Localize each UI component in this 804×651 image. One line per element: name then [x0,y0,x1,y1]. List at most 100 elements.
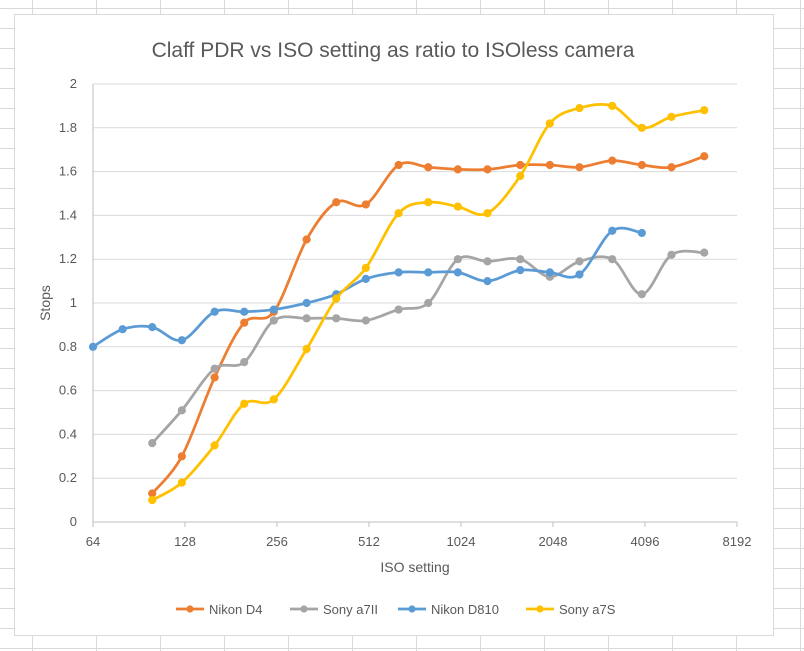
data-point[interactable] [240,318,249,327]
x-tick-label: 512 [358,534,380,549]
data-point[interactable] [516,160,525,170]
series-line-nikon-d810[interactable] [91,226,644,349]
data-point[interactable] [575,103,584,113]
data-point[interactable] [608,255,617,264]
data-point[interactable] [302,235,311,244]
y-tick-label: 0 [70,514,77,529]
data-point[interactable] [453,165,462,174]
data-point[interactable] [575,257,584,266]
data-point[interactable] [148,496,157,505]
data-point[interactable] [667,112,676,121]
x-tick-label: 1024 [447,534,476,549]
data-point[interactable] [700,152,709,161]
data-point[interactable] [608,101,617,111]
data-point[interactable] [545,268,554,277]
series-group [88,101,709,505]
legend: Nikon D4 Sony a7II Nikon D810 Sony a7S [176,602,616,617]
legend-label: Sony a7II [323,602,378,617]
legend-item-nikon-d810[interactable]: Nikon D810 [398,602,499,617]
data-point[interactable] [118,325,127,334]
data-point[interactable] [575,163,584,172]
data-point[interactable] [516,171,525,181]
data-point[interactable] [269,316,278,325]
data-point[interactable] [637,290,646,299]
data-point[interactable] [424,198,433,207]
data-point[interactable] [88,342,98,351]
data-point[interactable] [700,106,709,115]
data-point[interactable] [483,165,492,174]
data-point[interactable] [424,298,433,308]
data-point[interactable] [148,439,157,448]
data-point[interactable] [177,452,186,461]
data-point[interactable] [453,202,462,211]
data-point[interactable] [240,399,249,408]
x-tick-label: 8192 [723,534,752,549]
y-tick-label: 1.8 [59,120,77,135]
data-point[interactable] [516,255,525,264]
data-point[interactable] [302,314,311,323]
legend-swatch-marker [408,605,416,613]
data-point[interactable] [637,123,646,132]
y-tick-label: 0.2 [59,470,77,485]
data-point[interactable] [240,358,249,367]
data-point[interactable] [240,307,249,316]
data-point[interactable] [302,298,311,308]
data-point[interactable] [210,364,219,373]
data-point[interactable] [637,160,646,170]
series-sony-a7s [148,101,709,505]
y-tick-label: 1.2 [59,251,77,266]
data-point[interactable] [269,395,278,404]
data-point[interactable] [575,270,584,279]
data-point[interactable] [177,478,186,487]
data-point[interactable] [700,248,709,257]
data-point[interactable] [453,268,462,277]
series-line-nikon-d4[interactable] [150,154,706,495]
data-point[interactable] [361,200,370,209]
legend-item-sony-a7s[interactable]: Sony a7S [526,602,616,617]
data-point[interactable] [516,266,525,275]
data-point[interactable] [608,226,617,235]
data-point[interactable] [424,268,433,277]
data-point[interactable] [667,163,676,172]
legend-swatch-marker [186,605,194,613]
y-tick-label: 1 [70,295,77,310]
data-point[interactable] [210,307,219,316]
data-point[interactable] [177,336,186,345]
data-point[interactable] [545,160,554,170]
data-point[interactable] [483,257,492,266]
data-point[interactable] [453,255,462,264]
data-point[interactable] [483,277,492,286]
y-tick-label: 1.4 [59,207,77,222]
data-point[interactable] [332,294,341,303]
y-tick-label: 0.4 [59,426,77,441]
data-point[interactable] [332,314,341,323]
y-tick-label: 0.6 [59,383,77,398]
x-tick-label: 2048 [539,534,568,549]
legend-item-nikon-d4[interactable]: Nikon D4 [176,602,262,617]
series-nikon-d810 [88,226,646,351]
data-point[interactable] [545,119,554,128]
data-point[interactable] [361,274,370,284]
data-point[interactable] [483,209,492,218]
data-point[interactable] [177,406,186,415]
data-point[interactable] [148,322,157,332]
data-point[interactable] [394,305,403,314]
data-point[interactable] [424,163,433,172]
data-point[interactable] [608,156,617,165]
data-point[interactable] [302,344,311,354]
legend-item-sony-a7ii[interactable]: Sony a7II [290,602,378,617]
data-point[interactable] [394,209,403,218]
y-tick-label: 2 [70,76,77,91]
data-point[interactable] [361,316,370,325]
data-point[interactable] [210,441,219,450]
data-point[interactable] [361,263,370,273]
data-point[interactable] [269,305,278,314]
data-point[interactable] [332,198,341,207]
data-point[interactable] [394,268,403,277]
data-point[interactable] [637,228,646,238]
legend-swatch-marker [300,605,308,613]
data-point[interactable] [210,373,219,382]
data-point[interactable] [394,160,403,170]
data-point[interactable] [667,250,676,259]
